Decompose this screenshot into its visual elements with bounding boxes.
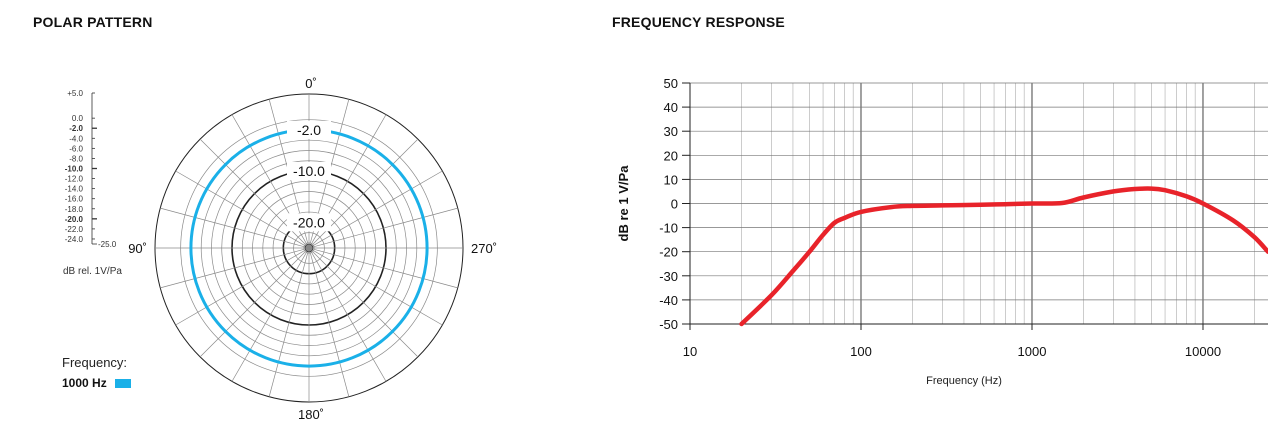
polar-spoke [312, 251, 419, 358]
legend-entry-label: 1000 Hz [62, 376, 107, 390]
polar-db-scale: +5.00.0-2.0-4.0-6.0-8.0-10.0-12.0-14.0-1… [63, 89, 122, 277]
x-tick-label: 100 [850, 344, 872, 359]
y-tick-label: 50 [664, 76, 678, 91]
polar-spoke [309, 252, 350, 397]
scale-tick-label: -14.0 [65, 185, 84, 194]
polar-spoke [313, 248, 458, 289]
scale-tick-label: -18.0 [65, 205, 84, 214]
scale-tick-label: -12.0 [65, 175, 84, 184]
polar-chart: -2.0 -10.0 -20.0 0˚ 90˚ 180˚ 270˚ [128, 76, 497, 422]
frequency-response-title: FREQUENCY RESPONSE [612, 14, 785, 30]
polar-center-dot [304, 243, 314, 253]
angle-label: 180˚ [298, 407, 324, 422]
scale-tick-label: -25.0 [98, 240, 117, 249]
scale-tick-label: -8.0 [69, 154, 83, 163]
scale-unit-label: dB rel. 1V/Pa [63, 266, 122, 277]
x-tick-label: 1000 [1018, 344, 1047, 359]
ring-label-bg [287, 120, 331, 139]
angle-label: 270˚ [471, 241, 497, 256]
x-axis-label: Frequency (Hz) [926, 375, 1002, 387]
polar-spoke [231, 252, 307, 382]
scale-tick-label: 0.0 [72, 114, 84, 123]
angle-label: 90˚ [128, 241, 147, 256]
y-tick-label: -20 [659, 245, 678, 260]
scale-tick-label: -2.0 [69, 124, 83, 133]
polar-spoke [160, 207, 305, 248]
y-tick-label: -40 [659, 293, 678, 308]
polar-spoke [175, 170, 305, 246]
polar-spoke [311, 252, 387, 382]
y-tick-label: -50 [659, 317, 678, 332]
scale-tick-label: -16.0 [65, 195, 84, 204]
x-tick-label: 10000 [1185, 344, 1221, 359]
legend-swatch [114, 378, 131, 388]
frequency-response-line [739, 186, 1268, 327]
polar-spoke [160, 248, 305, 289]
scale-tick-label: +5.0 [67, 89, 83, 98]
ring-label: -2.0 [297, 122, 321, 138]
y-tick-label: 10 [664, 172, 678, 187]
scale-tick-label: -10.0 [65, 165, 84, 174]
angle-label: 0˚ [305, 76, 317, 91]
legend-frequency-label: Frequency: [62, 355, 128, 370]
scale-tick-label: -4.0 [69, 134, 83, 143]
scale-tick-label: -22.0 [65, 225, 84, 234]
scale-tick-label: -24.0 [65, 235, 84, 244]
x-tick-label: 10 [683, 344, 697, 359]
y-tick-label: 40 [664, 100, 678, 115]
polar-pattern-title: POLAR PATTERN [33, 14, 153, 30]
ring-label: -10.0 [293, 163, 325, 179]
scale-tick-label: -20.0 [65, 215, 84, 224]
polar-spoke [313, 207, 458, 248]
y-tick-label: 30 [664, 124, 678, 139]
polar-spoke [268, 252, 309, 397]
legend-entry: 1000 Hz [62, 376, 131, 390]
polar-spoke [175, 250, 305, 326]
y-tick-label: -30 [659, 269, 678, 284]
y-axis-label: dB re 1 V/Pa [616, 165, 631, 242]
y-tick-label: 20 [664, 148, 678, 163]
y-tick-label: 0 [671, 197, 678, 212]
ring-label-bg [287, 162, 331, 180]
ring-label-bg [287, 213, 331, 232]
polar-spoke [313, 250, 443, 326]
polar-spoke [199, 251, 306, 358]
polar-spoke [313, 170, 443, 246]
y-tick-label: -10 [659, 221, 678, 236]
ring-label: -20.0 [293, 214, 325, 230]
scale-tick-label: -6.0 [69, 144, 83, 153]
